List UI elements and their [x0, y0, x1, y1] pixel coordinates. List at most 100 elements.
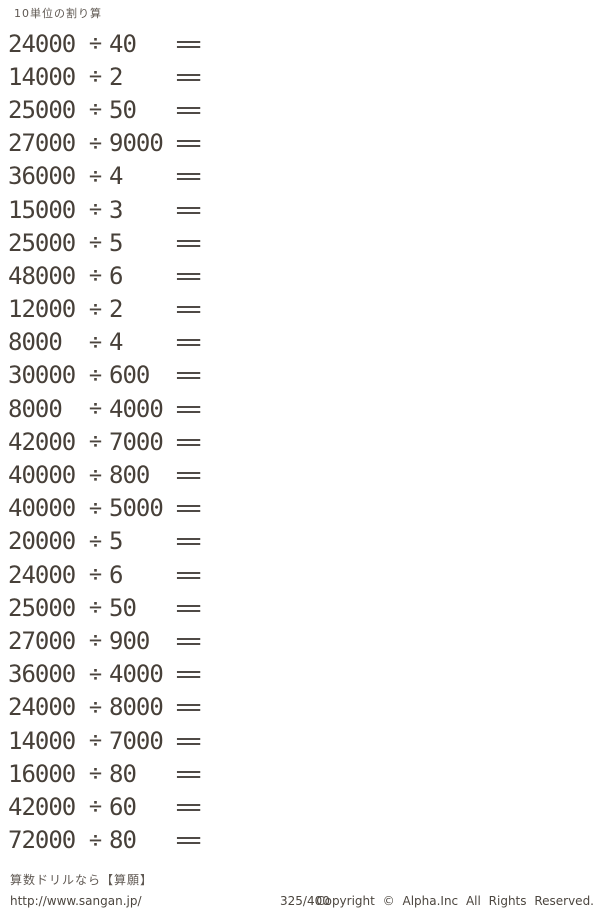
- divisor: 7000: [109, 427, 164, 456]
- problem-row: 20000 ÷ 5 =: [0, 525, 600, 558]
- problem-row: 72000 ÷ 80 =: [0, 824, 600, 857]
- problem-row: 8000 ÷ 4 =: [0, 326, 600, 359]
- divide-icon: ÷: [88, 462, 103, 488]
- divisor: 9000: [109, 129, 164, 158]
- divide-icon: ÷: [88, 329, 103, 355]
- problem-list: 24000 ÷ 40 = 14000 ÷ 2 = 25000 ÷ 50 = 27…: [0, 27, 600, 857]
- problem-row: 24000 ÷ 6 =: [0, 558, 600, 591]
- problem-row: 14000 ÷ 2 =: [0, 60, 600, 93]
- problem-row: 25000 ÷ 5 =: [0, 226, 600, 259]
- divisor: 6: [109, 261, 123, 290]
- divisor: 6: [109, 560, 123, 589]
- divide-icon: ÷: [88, 429, 103, 455]
- equals-sign: =: [173, 62, 205, 91]
- page-title: 10単位の割り算: [14, 7, 102, 20]
- divisor: 3: [109, 195, 123, 224]
- divisor: 7000: [109, 726, 164, 755]
- dividend: 14000: [8, 726, 76, 755]
- dividend: 16000: [8, 759, 76, 788]
- problem-row: 36000 ÷ 4000 =: [0, 658, 600, 691]
- dividend: 42000: [8, 427, 76, 456]
- divide-icon: ÷: [88, 595, 103, 621]
- divide-icon: ÷: [88, 396, 103, 422]
- equals-sign: =: [173, 693, 205, 722]
- divisor: 600: [109, 361, 150, 390]
- divisor: 5: [109, 527, 123, 556]
- equals-sign: =: [173, 95, 205, 124]
- divisor: 5000: [109, 494, 164, 523]
- problem-row: 40000 ÷ 800 =: [0, 458, 600, 491]
- divide-icon: ÷: [88, 31, 103, 57]
- equals-sign: =: [173, 295, 205, 324]
- divide-icon: ÷: [88, 694, 103, 720]
- divide-icon: ÷: [88, 64, 103, 90]
- divide-icon: ÷: [88, 296, 103, 322]
- dividend: 36000: [8, 660, 76, 689]
- equals-sign: =: [173, 726, 205, 755]
- equals-sign: =: [173, 394, 205, 423]
- divisor: 4000: [109, 394, 164, 423]
- footer: 算数ドリルなら【算願】 http://www.sangan.jp/ 325/40…: [0, 870, 600, 914]
- dividend: 25000: [8, 228, 76, 257]
- equals-sign: =: [173, 461, 205, 490]
- problem-row: 24000 ÷ 8000 =: [0, 691, 600, 724]
- divide-icon: ÷: [88, 97, 103, 123]
- divide-icon: ÷: [88, 197, 103, 223]
- dividend: 72000: [8, 826, 76, 855]
- problem-row: 42000 ÷ 60 =: [0, 790, 600, 823]
- equals-sign: =: [173, 560, 205, 589]
- divisor: 900: [109, 626, 150, 655]
- copyright-text: Copyright © Alpha.Inc All Rights Reserve…: [316, 894, 594, 908]
- divisor: 4: [109, 328, 123, 357]
- divisor: 2: [109, 295, 123, 324]
- equals-sign: =: [173, 427, 205, 456]
- dividend: 42000: [8, 792, 76, 821]
- divisor: 50: [109, 95, 137, 124]
- dividend: 27000: [8, 129, 76, 158]
- problem-row: 36000 ÷ 4 =: [0, 160, 600, 193]
- divisor: 80: [109, 759, 137, 788]
- divisor: 4: [109, 162, 123, 191]
- equals-sign: =: [173, 660, 205, 689]
- divide-icon: ÷: [88, 163, 103, 189]
- equals-sign: =: [173, 129, 205, 158]
- divisor: 80: [109, 826, 137, 855]
- page-number: 325/400: [280, 894, 330, 908]
- dividend: 25000: [8, 95, 76, 124]
- problem-row: 42000 ÷ 7000 =: [0, 425, 600, 458]
- equals-sign: =: [173, 162, 205, 191]
- dividend: 25000: [8, 593, 76, 622]
- equals-sign: =: [173, 759, 205, 788]
- problem-row: 14000 ÷ 7000 =: [0, 724, 600, 757]
- divisor: 50: [109, 593, 137, 622]
- dividend: 36000: [8, 162, 76, 191]
- divisor: 2: [109, 62, 123, 91]
- divide-icon: ÷: [88, 362, 103, 388]
- dividend: 48000: [8, 261, 76, 290]
- dividend: 8000: [8, 328, 63, 357]
- equals-sign: =: [173, 228, 205, 257]
- equals-sign: =: [173, 494, 205, 523]
- divide-icon: ÷: [88, 263, 103, 289]
- divisor: 60: [109, 792, 137, 821]
- equals-sign: =: [173, 328, 205, 357]
- divide-icon: ÷: [88, 130, 103, 156]
- equals-sign: =: [173, 626, 205, 655]
- divisor: 8000: [109, 693, 164, 722]
- divide-icon: ÷: [88, 761, 103, 787]
- divide-icon: ÷: [88, 528, 103, 554]
- dividend: 15000: [8, 195, 76, 224]
- divide-icon: ÷: [88, 562, 103, 588]
- divide-icon: ÷: [88, 794, 103, 820]
- problem-row: 40000 ÷ 5000 =: [0, 492, 600, 525]
- problem-row: 8000 ÷ 4000 =: [0, 392, 600, 425]
- footer-bottom-line: http://www.sangan.jp/ 325/400 Copyright …: [0, 894, 600, 910]
- divide-icon: ÷: [88, 827, 103, 853]
- equals-sign: =: [173, 195, 205, 224]
- footer-brand-text: 算数ドリルなら【算願】: [10, 873, 154, 887]
- problem-row: 16000 ÷ 80 =: [0, 757, 600, 790]
- divisor: 800: [109, 461, 150, 490]
- dividend: 20000: [8, 527, 76, 556]
- problem-row: 25000 ÷ 50 =: [0, 93, 600, 126]
